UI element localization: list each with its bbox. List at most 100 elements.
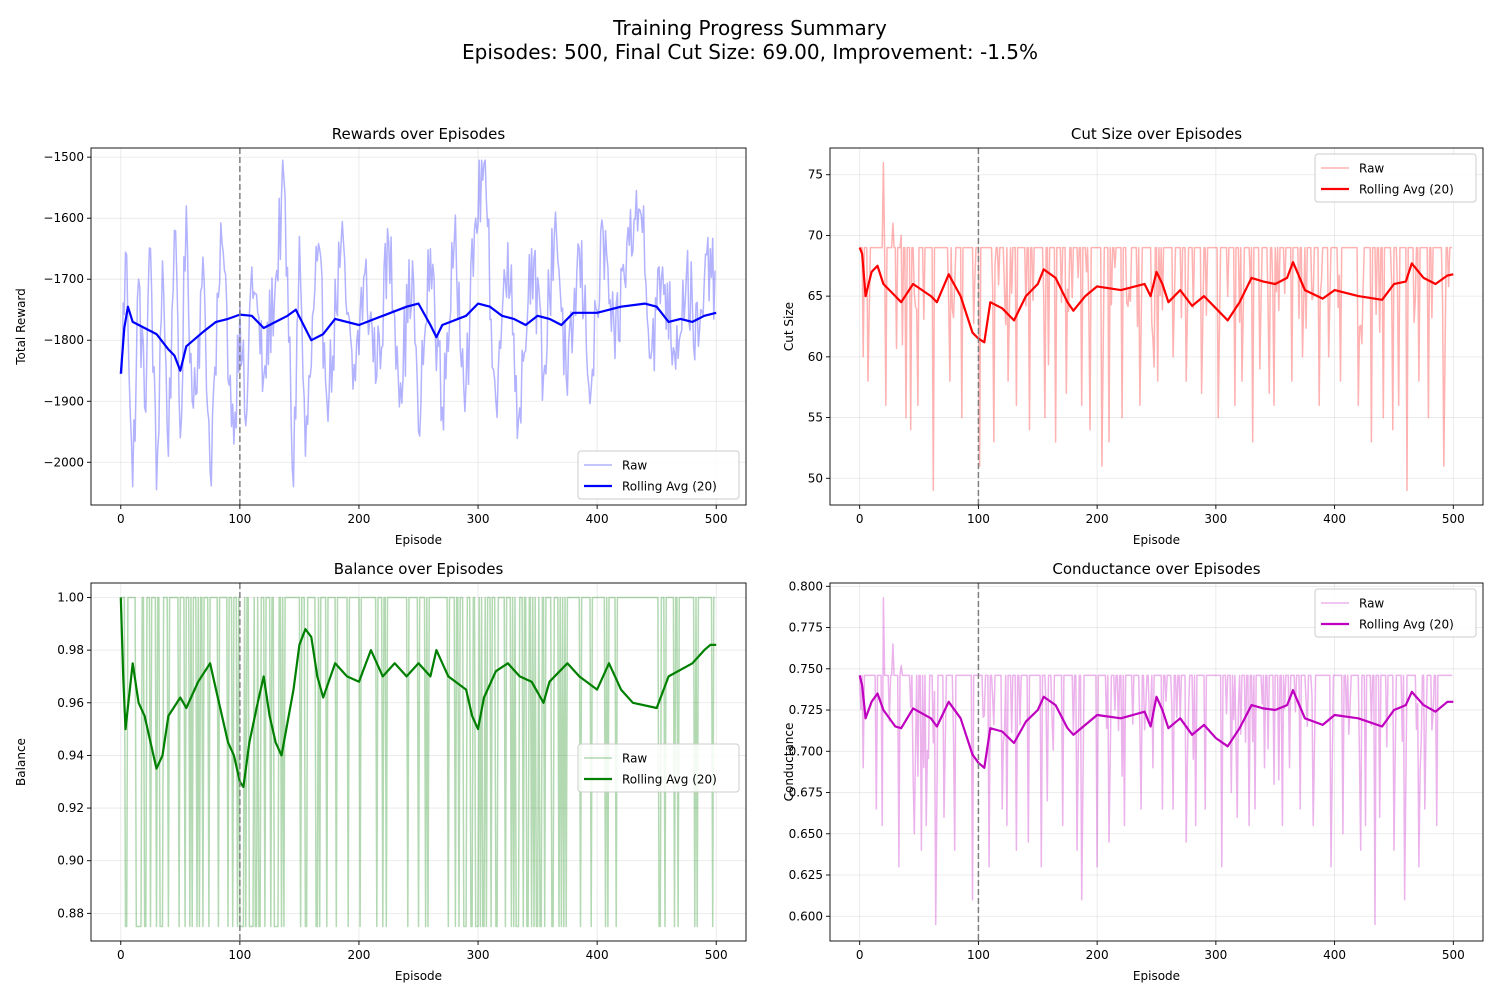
x-tick-label: 200: [348, 512, 371, 526]
y-tick-label: −2000: [43, 455, 84, 469]
x-tick-label: 500: [1442, 948, 1465, 962]
x-tick-label: 0: [117, 948, 125, 962]
x-axis-label: Episode: [395, 969, 442, 983]
plot-frame: [90, 582, 747, 942]
x-tick-label: 200: [348, 948, 371, 962]
y-axis-label: Balance: [14, 738, 28, 786]
y-tick-label: 0.625: [789, 868, 823, 882]
y-tick-label: 65: [808, 289, 823, 303]
legend-label: Rolling Avg (20): [622, 773, 717, 787]
x-tick-label: 100: [228, 948, 251, 962]
y-tick-label: −1800: [43, 333, 84, 347]
y-tick-label: 75: [808, 168, 823, 182]
x-tick-label: 300: [467, 948, 490, 962]
series-raw-line: [859, 161, 1453, 492]
legend-label: Raw: [1359, 162, 1384, 176]
y-tick-label: −1600: [43, 211, 84, 225]
chart-panel-3: 0 100 200 300 400 500 0.88 0.90 0.92 0.94 0.96 0.98…: [14, 560, 747, 983]
x-tick-label: 500: [1442, 512, 1465, 526]
x-tick-label: 200: [1086, 948, 1109, 962]
y-tick-label: 0.675: [789, 786, 823, 800]
legend: Raw Rolling Avg (20): [1314, 153, 1477, 203]
legend-label: Rolling Avg (20): [622, 480, 717, 494]
chart-panel-2: 0 100 200 300 400 500 50 55 60 65 70 75 Cut Size ove…: [782, 125, 1484, 547]
chart-title: Cut Size over Episodes: [1071, 125, 1242, 143]
plot-data: [858, 597, 1454, 926]
x-tick-label: 300: [1204, 948, 1227, 962]
chart-panel-1: 0 100 200 300 400 500 −2000 −1900 −1800 −1700 −160…: [14, 125, 747, 547]
x-tick-label: 500: [705, 512, 728, 526]
y-tick-label: 0.88: [57, 906, 84, 920]
x-tick-label: 0: [856, 512, 864, 526]
y-axis-label: Conductance: [782, 723, 796, 802]
y-tick-label: 0.725: [789, 703, 823, 717]
x-tick-label: 400: [586, 948, 609, 962]
plot-data: [119, 596, 717, 928]
series-rolling-avg-line: [858, 675, 1454, 769]
plot-data: [119, 159, 717, 491]
legend-label: Raw: [1359, 597, 1384, 611]
x-tick-label: 300: [1204, 512, 1227, 526]
y-tick-label: −1900: [43, 394, 84, 408]
y-tick-label: 60: [808, 350, 823, 364]
y-tick-label: −1500: [43, 150, 84, 164]
legend-label: Raw: [622, 752, 647, 766]
y-tick-label: 0.775: [789, 621, 823, 635]
y-tick-label: 0.650: [789, 827, 823, 841]
y-tick-label: 0.90: [57, 854, 84, 868]
y-tick-label: 0.600: [789, 909, 823, 923]
legend-box: [1314, 588, 1477, 638]
x-tick-label: 0: [117, 512, 125, 526]
x-tick-label: 400: [1323, 948, 1346, 962]
series-raw-line: [120, 596, 715, 928]
y-tick-label: 1.00: [57, 590, 84, 604]
y-tick-label: 70: [808, 228, 823, 242]
y-tick-label: −1700: [43, 272, 84, 286]
series-raw-line: [120, 159, 716, 491]
plot-frame: [829, 147, 1484, 506]
chart-panel-4: 0 100 200 300 400 500 0.600 0.625 0.650 0.675 0.70…: [782, 560, 1484, 983]
y-tick-label: 50: [808, 471, 823, 485]
y-axis-label: Total Reward: [14, 288, 28, 366]
x-tick-label: 300: [467, 512, 490, 526]
figure-title: Training Progress Summary Episodes: 500,…: [0, 16, 1500, 64]
chart-title: Balance over Episodes: [334, 560, 504, 578]
legend-box: [577, 450, 740, 500]
x-tick-label: 0: [856, 948, 864, 962]
x-axis-label: Episode: [1133, 533, 1180, 547]
legend-label: Rolling Avg (20): [1359, 183, 1454, 197]
x-tick-label: 100: [228, 512, 251, 526]
x-axis-label: Episode: [1133, 969, 1180, 983]
figure-title-line-2: Episodes: 500, Final Cut Size: 69.00, Im…: [461, 40, 1039, 64]
legend: Raw Rolling Avg (20): [1314, 588, 1477, 638]
legend-label: Rolling Avg (20): [1359, 618, 1454, 632]
y-tick-label: 0.94: [57, 748, 84, 762]
plot-frame: [90, 147, 747, 506]
x-tick-label: 400: [1323, 512, 1346, 526]
series-rolling-avg-line: [119, 302, 717, 374]
plot-data: [858, 161, 1454, 492]
legend-box: [1314, 153, 1477, 203]
y-tick-label: 0.750: [789, 662, 823, 676]
x-tick-label: 100: [967, 948, 990, 962]
figure-title-line-1: Training Progress Summary: [613, 16, 887, 40]
y-tick-label: 0.98: [57, 643, 84, 657]
legend-label: Raw: [622, 459, 647, 473]
x-axis-label: Episode: [395, 533, 442, 547]
chart-title: Rewards over Episodes: [332, 125, 506, 143]
chart-title: Conductance over Episodes: [1052, 560, 1260, 578]
legend-box: [577, 743, 740, 793]
plot-frame: [829, 582, 1484, 942]
y-axis-label: Cut Size: [782, 302, 796, 351]
series-raw-line: [858, 597, 1453, 926]
x-tick-label: 100: [967, 512, 990, 526]
series-rolling-avg-line: [119, 597, 717, 789]
x-tick-label: 200: [1086, 512, 1109, 526]
y-tick-label: 0.96: [57, 696, 84, 710]
y-tick-label: 0.700: [789, 744, 823, 758]
legend: Raw Rolling Avg (20): [577, 743, 740, 793]
y-tick-label: 0.92: [57, 801, 84, 815]
legend: Raw Rolling Avg (20): [577, 450, 740, 500]
series-rolling-avg-line: [858, 247, 1454, 344]
